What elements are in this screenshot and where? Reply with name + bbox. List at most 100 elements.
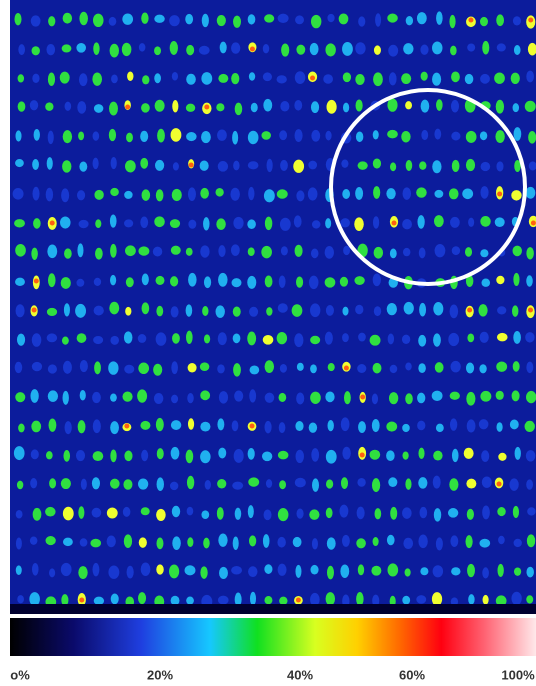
spot [514, 539, 522, 547]
spot [292, 304, 303, 317]
spot [265, 217, 272, 230]
spot [264, 14, 274, 22]
spot [64, 248, 72, 258]
spot [436, 537, 443, 550]
spot [263, 99, 272, 112]
spot [248, 187, 254, 200]
spot [65, 102, 72, 111]
spot [171, 596, 180, 606]
spot [219, 391, 228, 404]
spot [419, 303, 426, 317]
spot [372, 394, 378, 405]
spot [386, 421, 397, 431]
spot [403, 187, 411, 200]
spot [356, 538, 366, 548]
spot [373, 72, 383, 86]
spot [373, 363, 382, 374]
spot [480, 186, 488, 199]
spot [138, 478, 148, 489]
spot [525, 101, 536, 112]
spot [60, 72, 70, 84]
spot [526, 187, 536, 199]
spot [124, 219, 133, 227]
spot [296, 450, 304, 463]
spot [110, 449, 116, 462]
spot [140, 421, 150, 430]
spot [509, 478, 518, 490]
spot [92, 72, 102, 85]
spot [295, 565, 301, 578]
spot [432, 592, 442, 606]
spot [265, 393, 275, 403]
spot [374, 45, 381, 54]
spot [45, 102, 53, 111]
spot [418, 448, 424, 459]
spot [46, 188, 53, 202]
spot [328, 420, 334, 431]
spot [388, 334, 394, 345]
spot [465, 535, 472, 548]
spot [95, 219, 101, 228]
spot [496, 391, 504, 400]
spot [48, 364, 57, 373]
spot [110, 244, 117, 258]
spot [18, 74, 25, 82]
spot [325, 391, 334, 402]
spot [218, 74, 228, 83]
spot [29, 592, 40, 606]
spot [420, 45, 428, 55]
spot [63, 538, 73, 546]
spot [343, 246, 350, 255]
spot [139, 43, 146, 52]
spot [326, 508, 333, 518]
spot [466, 159, 475, 171]
hot-spot [392, 221, 397, 226]
spot [432, 41, 442, 54]
spot [111, 75, 118, 84]
spot [311, 249, 319, 259]
spot [18, 101, 26, 111]
spot [153, 364, 162, 376]
spot [418, 535, 427, 549]
spot [355, 305, 363, 314]
spot [46, 44, 55, 55]
spot [235, 103, 243, 115]
spot [449, 188, 459, 199]
colorbar-label: o% [10, 667, 30, 682]
spot [481, 450, 489, 462]
spot [372, 478, 380, 492]
spot [342, 333, 349, 342]
spot [171, 128, 182, 142]
spot [296, 509, 303, 519]
spot [124, 451, 132, 462]
spot [450, 46, 457, 56]
hot-spot [125, 105, 130, 110]
spot [310, 303, 320, 317]
spot [201, 72, 212, 85]
spot [466, 131, 477, 143]
spot [436, 11, 443, 25]
spot [78, 420, 86, 433]
spot [92, 477, 100, 489]
spot [216, 218, 225, 230]
spot [172, 100, 178, 112]
spot [526, 71, 534, 83]
spot [169, 15, 180, 26]
spot [511, 592, 521, 605]
spot [264, 596, 272, 604]
spot [370, 450, 381, 460]
spot [49, 568, 55, 577]
spot [186, 331, 193, 344]
spot [293, 160, 304, 173]
spot [295, 478, 306, 488]
spot [15, 278, 25, 286]
spot [15, 392, 25, 402]
spot [279, 480, 286, 489]
spot [247, 219, 256, 229]
spot [125, 160, 136, 172]
spot [308, 161, 317, 170]
spot [200, 566, 207, 579]
spot [450, 305, 459, 319]
spot [18, 44, 25, 55]
spot [480, 74, 490, 84]
